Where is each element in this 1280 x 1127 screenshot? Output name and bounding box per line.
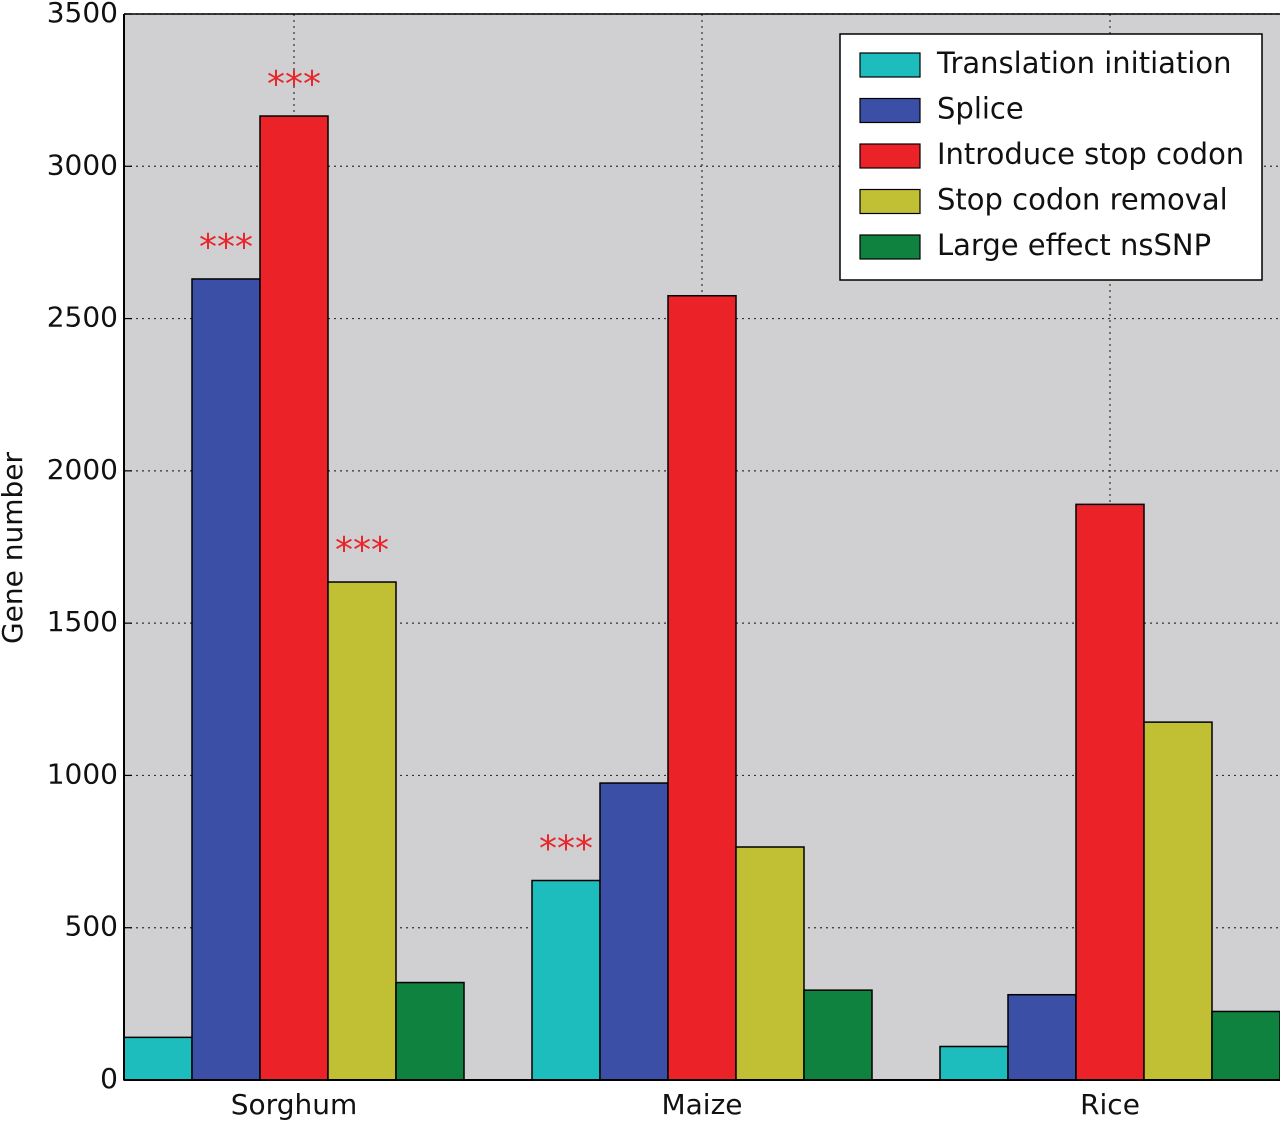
significance-label: *** bbox=[335, 530, 389, 571]
y-axis-label: Gene number bbox=[0, 451, 29, 644]
bar bbox=[1143, 721, 1213, 1081]
y-tick-label: 0 bbox=[100, 1062, 118, 1095]
bar bbox=[667, 294, 737, 1081]
legend-swatch bbox=[859, 188, 921, 215]
bar bbox=[1007, 993, 1077, 1081]
bar bbox=[395, 981, 465, 1081]
legend-label: Large effect nsSNP bbox=[937, 228, 1211, 262]
y-tick-label: 3500 bbox=[47, 0, 118, 29]
bar bbox=[803, 989, 873, 1081]
legend-label: Stop codon removal bbox=[937, 183, 1228, 217]
legend-label: Splice bbox=[937, 92, 1024, 126]
significance-label: *** bbox=[267, 64, 321, 105]
bar bbox=[327, 581, 397, 1081]
legend-swatch bbox=[859, 97, 921, 124]
bar bbox=[1075, 503, 1145, 1081]
y-tick-label: 2000 bbox=[47, 453, 118, 486]
bar bbox=[735, 846, 805, 1081]
bar bbox=[259, 115, 329, 1081]
y-tick-label: 1000 bbox=[47, 757, 118, 790]
x-tick-label: Rice bbox=[1080, 1088, 1140, 1121]
y-tick-label: 2500 bbox=[47, 301, 118, 334]
bar bbox=[123, 1036, 193, 1081]
y-tick-label: 500 bbox=[65, 910, 118, 943]
legend-swatch bbox=[859, 234, 921, 260]
bar bbox=[599, 782, 669, 1081]
y-tick-label: 3000 bbox=[47, 148, 118, 181]
bar bbox=[531, 879, 601, 1081]
significance-label: *** bbox=[199, 227, 253, 268]
legend-label: Introduce stop codon bbox=[937, 137, 1244, 171]
y-tick-label: 1500 bbox=[47, 605, 118, 638]
bar bbox=[939, 1045, 1009, 1081]
bar bbox=[1211, 1010, 1280, 1081]
bar bbox=[191, 278, 261, 1081]
x-tick-label: Sorghum bbox=[231, 1088, 357, 1121]
legend-swatch bbox=[859, 52, 921, 78]
significance-label: *** bbox=[539, 829, 593, 870]
legend-swatch bbox=[859, 143, 921, 169]
legend: Translation initiation Splice Introduce st… bbox=[839, 33, 1263, 281]
x-tick-label: Maize bbox=[661, 1088, 742, 1121]
legend-label: Translation initiation bbox=[936, 46, 1231, 80]
